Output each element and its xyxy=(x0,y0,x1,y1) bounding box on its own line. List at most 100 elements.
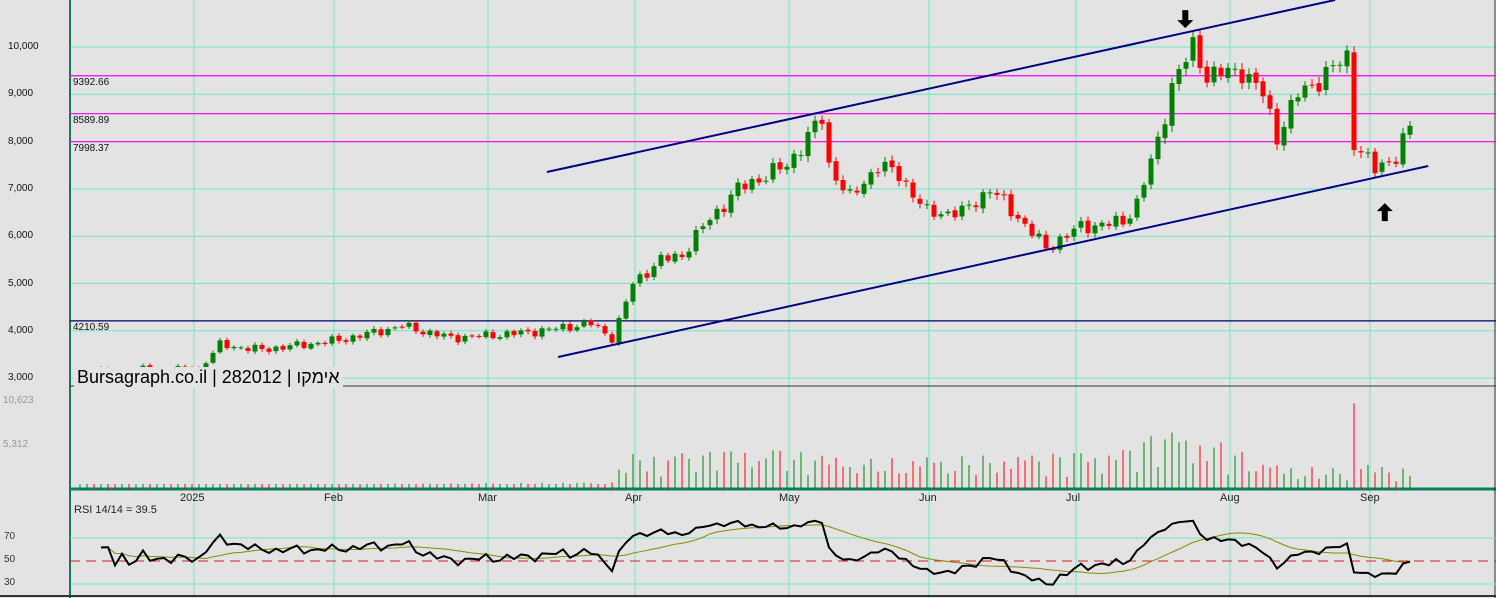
candle-body xyxy=(245,348,251,351)
candle-body xyxy=(763,180,769,182)
candle-body xyxy=(1085,220,1091,234)
candle-body xyxy=(280,345,286,350)
candle-body xyxy=(497,337,503,339)
candle-body xyxy=(420,331,426,335)
candle-body xyxy=(588,320,594,326)
candle-body xyxy=(637,274,643,284)
candle-body xyxy=(679,254,685,258)
candle-body xyxy=(1057,236,1063,250)
candle-body xyxy=(469,335,475,337)
candle-body xyxy=(203,363,209,368)
candle-body xyxy=(518,330,524,335)
candle-body xyxy=(896,166,902,181)
candle-body xyxy=(1239,69,1245,84)
candle-body xyxy=(980,192,986,209)
candle-body xyxy=(616,318,622,344)
month-label: Jul xyxy=(1066,492,1081,504)
candle-body xyxy=(581,321,587,327)
candle-body xyxy=(1001,194,1007,196)
candle-body xyxy=(770,163,776,180)
level-label: 4210.59 xyxy=(73,321,110,333)
rsi-tick-label: 30 xyxy=(4,577,16,588)
candle-body xyxy=(868,172,874,185)
price-tick-label: 6,000 xyxy=(8,230,34,242)
candle-body xyxy=(1099,222,1105,227)
candle-body xyxy=(693,230,699,252)
candle-body xyxy=(798,155,804,157)
price-tick-label: 3,000 xyxy=(8,372,34,384)
candle-body xyxy=(1302,85,1308,98)
candle-body xyxy=(833,161,839,181)
candle-body xyxy=(1337,64,1343,66)
candle-body xyxy=(1351,52,1357,151)
candle-body xyxy=(224,339,230,349)
candle-body xyxy=(1358,151,1364,153)
candle-body xyxy=(847,189,853,191)
volume-tick-label: 10,623 xyxy=(3,395,34,406)
candle-body xyxy=(938,214,944,217)
candle-body xyxy=(490,332,496,339)
candle-body xyxy=(574,327,580,331)
candle-body xyxy=(945,211,951,214)
candle-body xyxy=(483,331,489,338)
candle-body xyxy=(1078,221,1084,228)
candle-body xyxy=(525,329,531,332)
candle-body xyxy=(1113,215,1119,227)
candle-body xyxy=(1043,234,1049,249)
candle-body xyxy=(399,326,405,328)
candle-body xyxy=(413,322,419,332)
price-tick-label: 10,000 xyxy=(8,41,39,52)
price-tick-label: 7,000 xyxy=(8,182,34,194)
candle-body xyxy=(546,328,552,330)
candle-body xyxy=(959,205,965,217)
candle-body xyxy=(1211,66,1217,83)
candle-body xyxy=(1316,83,1322,92)
candle-body xyxy=(700,226,706,230)
candle-body xyxy=(1148,158,1154,185)
candle-body xyxy=(973,205,979,208)
candle-body xyxy=(658,254,664,267)
candle-body xyxy=(1197,35,1203,68)
candle-body xyxy=(1127,218,1133,224)
month-label: Aug xyxy=(1220,492,1240,504)
candle-body xyxy=(1064,236,1070,238)
level-label: 7998.37 xyxy=(73,142,110,154)
level-label: 9392.66 xyxy=(73,76,110,88)
candle-body xyxy=(924,204,930,206)
candle-body xyxy=(987,192,993,194)
price-tick-label: 4,000 xyxy=(8,324,34,336)
candle-body xyxy=(357,335,363,338)
candle-body xyxy=(1071,228,1077,237)
price-tick-label: 5,000 xyxy=(8,277,34,289)
candle-body xyxy=(532,330,538,337)
candle-body xyxy=(1218,67,1224,77)
candle-body xyxy=(609,334,615,343)
candle-body xyxy=(952,210,958,218)
candle-body xyxy=(252,344,258,352)
candle-body xyxy=(231,346,237,349)
candle-body xyxy=(966,204,972,206)
candle-body xyxy=(791,153,797,168)
candle-body xyxy=(917,198,923,204)
candle-body xyxy=(476,335,482,337)
candle-body xyxy=(385,328,391,336)
candle-body xyxy=(210,352,216,363)
candle-body xyxy=(714,208,720,220)
candle-body xyxy=(1253,72,1259,84)
month-label: May xyxy=(779,492,800,504)
month-label: Mar xyxy=(478,492,497,504)
candle-body xyxy=(644,273,650,278)
candle-body xyxy=(721,208,727,212)
candle-body xyxy=(504,331,510,338)
candle-body xyxy=(1176,68,1182,85)
arrow-down-icon xyxy=(1177,10,1194,29)
candle-body xyxy=(266,348,272,352)
candle-body xyxy=(1407,125,1413,135)
candle-body xyxy=(903,180,909,182)
rsi-moving-average-line xyxy=(100,524,1411,574)
candle-body xyxy=(217,340,223,353)
candle-body xyxy=(742,183,748,190)
candle-body xyxy=(427,330,433,336)
candle-body xyxy=(1162,124,1168,139)
candle-body xyxy=(651,266,657,278)
